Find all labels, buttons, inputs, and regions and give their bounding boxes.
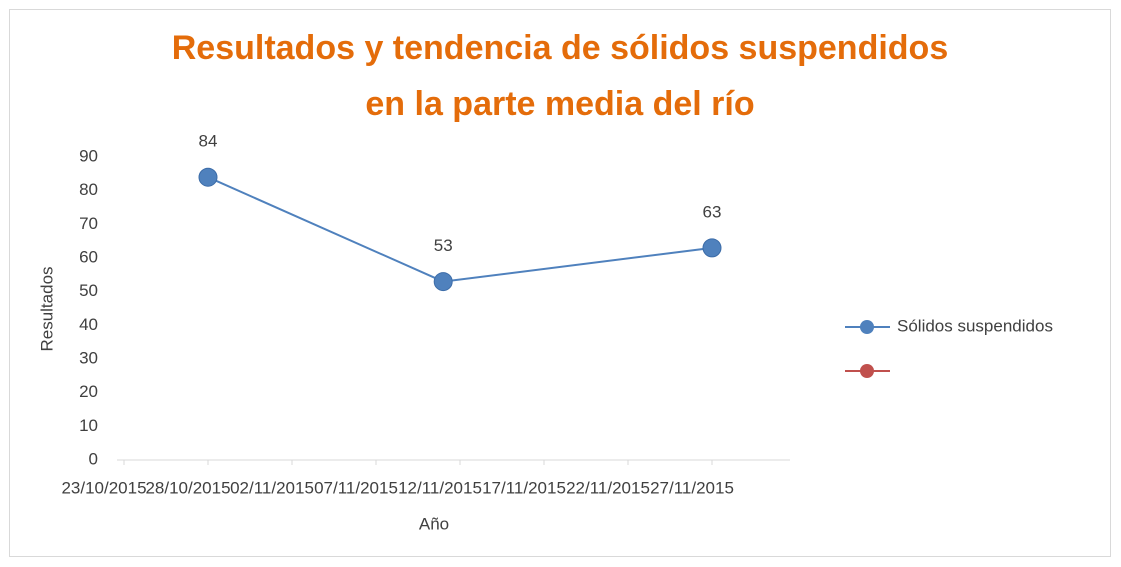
data-label: 63: [703, 202, 722, 221]
data-label: 53: [434, 236, 453, 255]
legend-marker: [860, 320, 874, 334]
x-tick-label: 07/11/2015: [314, 478, 398, 497]
chart-border: [9, 9, 1111, 557]
data-point: [198, 167, 218, 187]
y-tick-label: 20: [79, 382, 98, 401]
data-label: 84: [199, 132, 218, 151]
y-tick-label: 50: [79, 281, 98, 300]
y-tick-label: 70: [79, 214, 98, 233]
y-tick-label: 0: [89, 449, 98, 468]
y-tick-label: 10: [79, 416, 98, 435]
y-tick-label: 40: [79, 315, 98, 334]
y-tick-label: 30: [79, 348, 98, 367]
x-axis-label: Año: [419, 514, 449, 533]
data-point: [702, 238, 722, 258]
y-axis-label: Resultados: [37, 266, 56, 351]
chart-title: en la parte media del río: [365, 85, 754, 123]
x-tick-label: 27/11/2015: [650, 478, 734, 497]
x-tick-label: 12/11/2015: [398, 478, 482, 497]
legend-marker: [860, 364, 874, 378]
chart-title: Resultados y tendencia de sólidos suspen…: [172, 29, 949, 67]
y-tick-label: 60: [79, 247, 98, 266]
x-tick-label: 02/11/2015: [230, 478, 314, 497]
x-tick-label: 22/11/2015: [566, 478, 650, 497]
legend-label: Sólidos suspendidos: [897, 316, 1053, 335]
y-tick-label: 90: [79, 146, 98, 165]
x-tick-label: 23/10/2015: [61, 478, 146, 497]
y-tick-label: 80: [79, 180, 98, 199]
x-tick-label: 28/10/2015: [145, 478, 230, 497]
x-tick-label: 17/11/2015: [482, 478, 566, 497]
data-point: [433, 272, 453, 292]
